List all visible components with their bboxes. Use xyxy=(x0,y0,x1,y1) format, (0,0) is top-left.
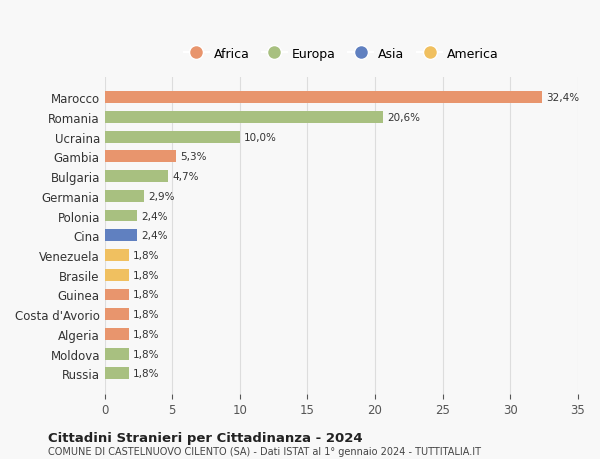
Bar xyxy=(105,348,129,360)
Text: 2,9%: 2,9% xyxy=(148,191,175,202)
Text: 1,8%: 1,8% xyxy=(133,270,160,280)
Bar xyxy=(105,190,144,202)
Bar xyxy=(105,328,129,340)
Bar xyxy=(105,171,168,183)
Text: Cittadini Stranieri per Cittadinanza - 2024: Cittadini Stranieri per Cittadinanza - 2… xyxy=(48,431,362,444)
Text: 1,8%: 1,8% xyxy=(133,290,160,300)
Legend: Africa, Europa, Asia, America: Africa, Europa, Asia, America xyxy=(179,43,504,66)
Text: 1,8%: 1,8% xyxy=(133,309,160,319)
Bar xyxy=(105,250,129,261)
Bar xyxy=(105,92,542,104)
Text: 1,8%: 1,8% xyxy=(133,251,160,260)
Bar xyxy=(105,112,383,123)
Text: 4,7%: 4,7% xyxy=(172,172,199,182)
Text: 2,4%: 2,4% xyxy=(141,211,168,221)
Bar xyxy=(105,308,129,320)
Bar xyxy=(105,230,137,241)
Text: 10,0%: 10,0% xyxy=(244,132,277,142)
Bar xyxy=(105,289,129,301)
Bar xyxy=(105,131,240,143)
Text: 1,8%: 1,8% xyxy=(133,369,160,379)
Text: 32,4%: 32,4% xyxy=(547,93,580,103)
Text: 5,3%: 5,3% xyxy=(181,152,207,162)
Bar xyxy=(105,210,137,222)
Bar xyxy=(105,151,176,163)
Text: 20,6%: 20,6% xyxy=(387,112,420,123)
Text: 1,8%: 1,8% xyxy=(133,349,160,359)
Text: 2,4%: 2,4% xyxy=(141,231,168,241)
Text: COMUNE DI CASTELNUOVO CILENTO (SA) - Dati ISTAT al 1° gennaio 2024 - TUTTITALIA.: COMUNE DI CASTELNUOVO CILENTO (SA) - Dat… xyxy=(48,447,481,456)
Text: 1,8%: 1,8% xyxy=(133,329,160,339)
Bar xyxy=(105,269,129,281)
Bar xyxy=(105,368,129,380)
